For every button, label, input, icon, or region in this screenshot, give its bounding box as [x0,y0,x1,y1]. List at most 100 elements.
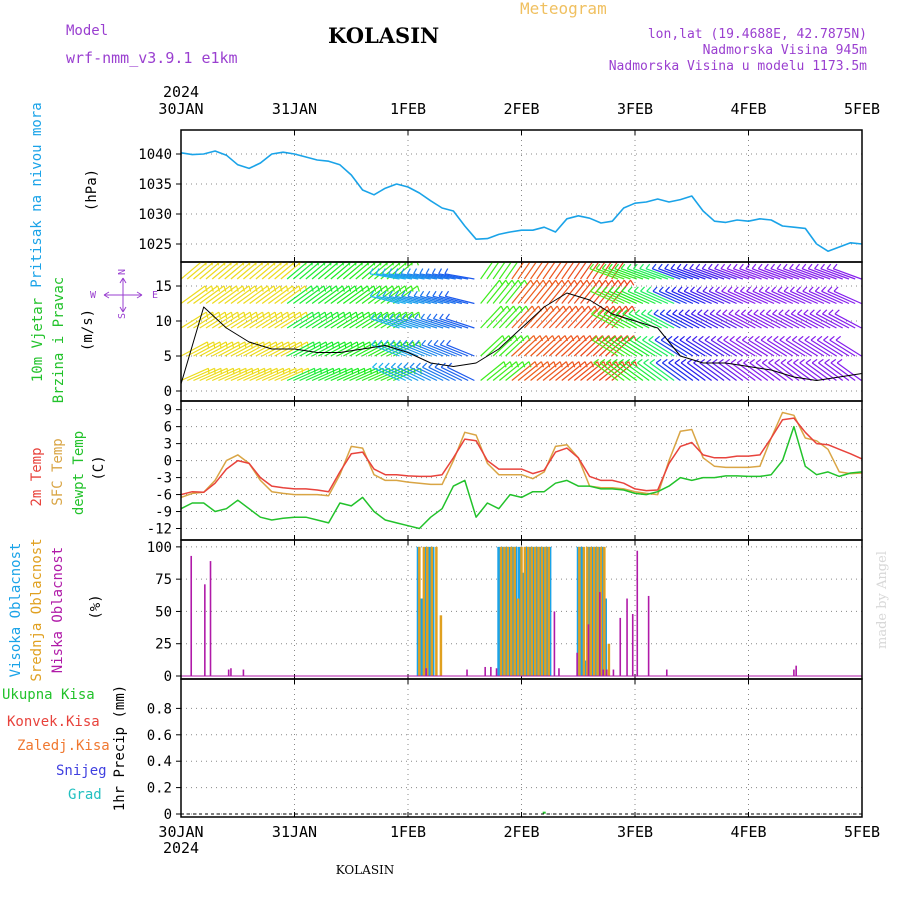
wind-barb-tip [629,335,636,341]
wind-barb [324,311,351,329]
wind-barb [480,279,500,304]
wind-barb [243,367,272,382]
low-cloud-bar [484,666,486,676]
wind-barb [798,339,825,357]
mid-cloud-bar [547,546,550,676]
wind-barb [747,313,775,329]
wind-barb [580,305,602,329]
top-date-tick-label: 3FEB [617,100,653,118]
wind-barb [523,279,544,304]
wind-barb [692,339,719,357]
wind-barb-tip [547,361,551,368]
y-tick-label: -6 [155,488,172,504]
wind-barb [567,335,591,357]
wind-barb [305,311,332,329]
wind-barb [211,285,237,304]
wind-barb-tip [631,305,636,312]
wind-barb-tip [413,268,418,275]
wind-barb [255,285,281,304]
wind-barb [274,367,303,382]
y-tick-label: 9 [164,403,172,419]
top-date-tick-label: 2FEB [503,100,539,118]
wind-barb-tip [394,268,399,275]
wind-barb-tip [710,335,717,341]
mid-cloud-bar [520,546,523,676]
wind-barb [620,268,650,280]
wind-barb [378,366,406,382]
wind-barb [293,367,322,382]
wind-barb [767,339,794,357]
wind-barb-tip [395,313,401,320]
wind-barb [383,318,413,329]
wind-barb-tip [445,313,450,320]
wind-barb-tip [811,358,818,364]
pressure-axis-label: Pritisak na nivou mora [29,102,45,287]
wind-barb-tip [601,263,607,270]
wind-barb [690,290,719,305]
top-date-ticks: 30JAN 31JAN 1FEB 2FEB 3FEB 4FEB 5FEB [158,100,880,118]
high-cloud-bar [580,546,584,676]
wind-barb [218,341,246,357]
wind-barb [181,367,209,382]
wind-barb-tip [823,335,829,341]
wind-barb [810,339,837,357]
wind-barb-tip [760,335,767,341]
wind-barb [255,311,282,329]
model-elevation-text: Nadmorska Visina u modelu 1173.5m [609,59,867,74]
wind-barb-tip [734,309,740,315]
mid-cloud-bar [596,546,599,676]
wind-barb-tip [375,268,380,275]
wind-barb [634,313,662,329]
wind-barb-tip [267,285,271,292]
wind-barb-tip [406,268,411,275]
wind-barb [674,362,700,381]
wind-barb [768,362,794,381]
wind-barb [193,311,220,329]
wind-barb [414,318,444,329]
wind-barb [330,285,356,304]
wind-barb [759,313,787,329]
wind-barb-tip [628,309,634,315]
wind-barb [649,362,675,381]
wind-barb [438,295,469,305]
wind-barb [342,285,368,304]
wind-barb-tip [654,335,660,341]
wind-barb [218,311,245,329]
wind-barb [530,279,550,304]
wind-barb [415,344,444,357]
wind-barb-tip [534,361,538,368]
wind-barb-tip [603,309,609,315]
wind-barb [486,262,500,280]
low-cloud-axis-label: Niska Oblacnost [50,547,66,673]
wind-barb [367,262,390,280]
y-tick-label: 6 [164,420,172,436]
wind-barb [783,290,812,305]
wind-barb [785,339,812,357]
wind-barb [230,262,253,280]
wind-barb-tip [447,362,453,368]
wind-barb-tip [639,263,644,270]
wind-barb [286,285,312,304]
wind-barb-tip [273,285,277,292]
y-tick-label: 0 [164,669,172,685]
wind-barb-tip [528,361,532,368]
dewpt-axis-label: dewpt Temp [71,431,87,515]
wind-barb [772,313,800,329]
wind-barb [268,367,297,382]
precip-panel: 0 0.2 0.4 0.6 0.8 [147,678,863,823]
wind-barb [413,273,444,280]
wind-barb-tip [808,286,814,292]
wind-barb [765,313,794,329]
wind-barb-tip [785,335,792,341]
wind-barb-tip [778,309,784,315]
wind-barb [790,313,819,329]
compass-south: S [117,313,128,319]
wind-barb [573,361,598,381]
wind-barb [224,262,246,280]
wind-barb [205,262,228,280]
wind-barb-tip [730,358,737,364]
wind-barb [755,362,781,381]
wind-barb [629,339,656,357]
wind-barb-tip [618,358,624,364]
wind-barb-tip [703,309,709,315]
